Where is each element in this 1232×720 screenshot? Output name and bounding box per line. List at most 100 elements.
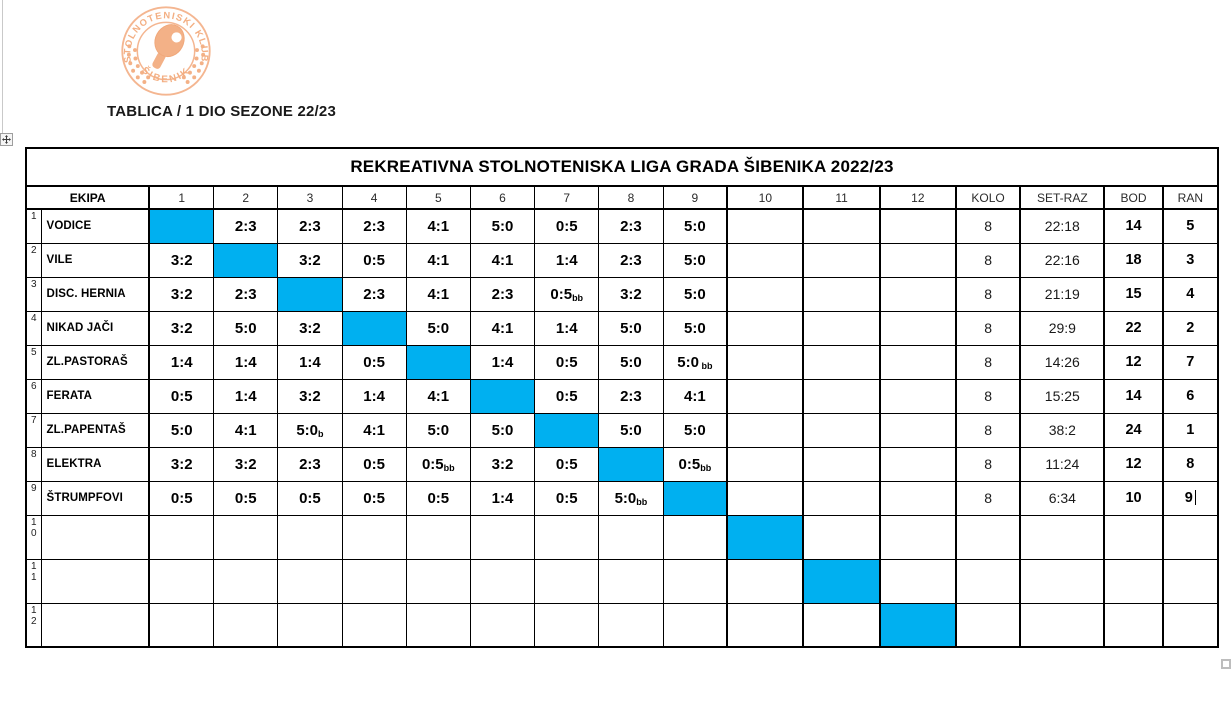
score-cell[interactable] [802,602,881,648]
setraz-cell[interactable]: 22:18 [1019,208,1105,244]
score-cell[interactable] [878,514,957,560]
setraz-cell[interactable]: 29:9 [1019,310,1105,346]
header-round-5[interactable]: 5 [405,185,471,210]
diagonal-cell[interactable] [277,276,343,312]
score-cell[interactable] [726,446,804,482]
score-cell[interactable] [802,208,881,244]
score-cell[interactable]: 0:5 [148,480,215,516]
score-cell[interactable] [878,480,957,516]
score-cell[interactable]: 4:1 [405,242,471,278]
header-round-2[interactable]: 2 [213,185,279,210]
score-cell[interactable] [802,344,881,380]
score-cell[interactable] [341,602,407,648]
score-cell[interactable] [802,276,881,312]
kolo-cell[interactable]: 8 [954,378,1021,414]
row-number-cell[interactable]: 6 [25,378,42,414]
bod-cell[interactable]: 12 [1103,446,1164,482]
score-cell[interactable]: 3:2 [148,276,215,312]
row-number-cell[interactable]: 1 [25,208,42,244]
header-round-10[interactable]: 10 [726,185,804,210]
score-cell[interactable] [726,480,804,516]
score-cell[interactable]: 0:5 [277,480,343,516]
score-cell[interactable]: 0:5 [341,242,407,278]
diagonal-cell[interactable] [213,242,279,278]
header-ran[interactable]: RAN [1161,185,1219,210]
score-cell[interactable] [534,514,600,560]
score-cell[interactable]: 0:5bb [405,446,471,482]
score-cell[interactable]: 5:0 [405,412,471,448]
score-cell[interactable] [277,558,343,604]
team-name-cell[interactable]: ELEKTRA [40,446,150,482]
ran-cell[interactable] [1161,514,1219,560]
score-cell[interactable]: 4:1 [469,242,536,278]
header-round-7[interactable]: 7 [534,185,600,210]
kolo-cell[interactable]: 8 [954,480,1021,516]
header-set-raz[interactable]: SET-RAZ [1019,185,1105,210]
score-cell[interactable]: 5:0b [277,412,343,448]
score-cell[interactable]: 1:4 [277,344,343,380]
score-cell[interactable]: 0:5 [341,344,407,380]
ran-cell[interactable]: 3 [1161,242,1219,278]
score-cell[interactable] [662,514,728,560]
bod-cell[interactable]: 14 [1103,378,1164,414]
score-cell[interactable] [726,412,804,448]
score-cell[interactable] [534,602,600,648]
score-cell[interactable]: 0:5 [213,480,279,516]
score-cell[interactable] [405,514,471,560]
row-number-cell[interactable]: 2 [25,242,42,278]
setraz-cell[interactable] [1019,558,1105,604]
row-number-cell[interactable]: 8 [25,446,42,482]
diagonal-cell[interactable] [802,558,881,604]
score-cell[interactable] [726,276,804,312]
score-cell[interactable]: 3:2 [213,446,279,482]
team-name-cell[interactable]: ŠTRUMPFOVI [40,480,150,516]
kolo-cell[interactable]: 8 [954,276,1021,312]
score-cell[interactable]: 3:2 [469,446,536,482]
score-cell[interactable] [726,378,804,414]
diagonal-cell[interactable] [534,412,600,448]
score-cell[interactable] [726,558,804,604]
setraz-cell[interactable]: 15:25 [1019,378,1105,414]
score-cell[interactable]: 5:0 [662,242,728,278]
score-cell[interactable]: 1:4 [341,378,407,414]
score-cell[interactable]: 0:5 [148,378,215,414]
score-cell[interactable] [802,378,881,414]
score-cell[interactable]: 1:4 [213,344,279,380]
score-cell[interactable] [598,602,664,648]
score-cell[interactable]: 5:0 [469,412,536,448]
bod-cell[interactable]: 15 [1103,276,1164,312]
header-round-9[interactable]: 9 [662,185,728,210]
team-name-cell[interactable]: NIKAD JAČI [40,310,150,346]
setraz-cell[interactable]: 21:19 [1019,276,1105,312]
score-cell[interactable]: 0:5 [534,446,600,482]
diagonal-cell[interactable] [148,208,215,244]
bod-cell[interactable] [1103,558,1164,604]
bod-cell[interactable]: 18 [1103,242,1164,278]
score-cell[interactable] [662,602,728,648]
score-cell[interactable] [878,558,957,604]
score-cell[interactable] [277,514,343,560]
bod-cell[interactable]: 10 [1103,480,1164,516]
ran-cell[interactable]: 7 [1161,344,1219,380]
score-cell[interactable]: 0:5bb [662,446,728,482]
score-cell[interactable]: 2:3 [341,208,407,244]
table-resize-handle[interactable] [1221,659,1231,669]
diagonal-cell[interactable] [469,378,536,414]
score-cell[interactable] [802,242,881,278]
score-cell[interactable]: 5:0 [662,412,728,448]
score-cell[interactable]: 0:5 [534,480,600,516]
score-cell[interactable]: 3:2 [277,310,343,346]
kolo-cell[interactable]: 8 [954,412,1021,448]
bod-cell[interactable]: 14 [1103,208,1164,244]
score-cell[interactable]: 2:3 [598,242,664,278]
kolo-cell[interactable]: 8 [954,208,1021,244]
ran-cell[interactable] [1161,558,1219,604]
diagonal-cell[interactable] [341,310,407,346]
score-cell[interactable]: 5:0 [598,344,664,380]
score-cell[interactable]: 4:1 [405,276,471,312]
score-cell[interactable] [469,602,536,648]
row-number-cell[interactable]: 7 [25,412,42,448]
ran-cell[interactable]: 5 [1161,208,1219,244]
score-cell[interactable] [802,480,881,516]
score-cell[interactable]: 5:0 [598,412,664,448]
